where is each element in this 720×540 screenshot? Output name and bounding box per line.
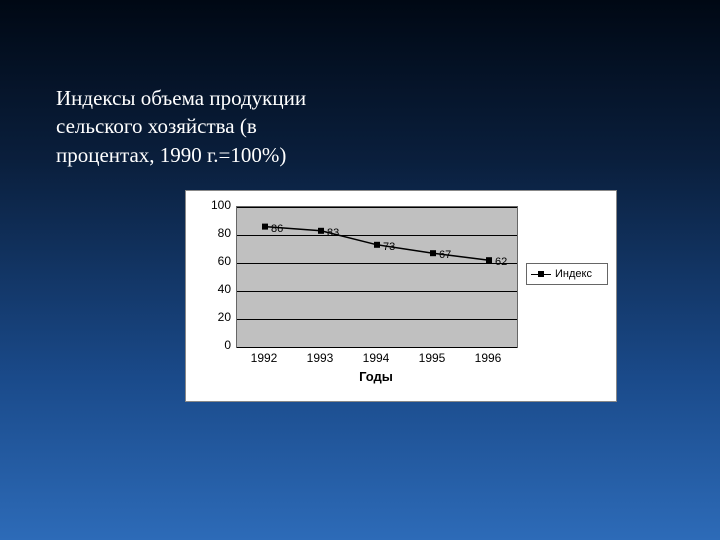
x-tick-label: 1996	[460, 351, 516, 365]
gridline	[237, 235, 517, 236]
chart-panel: 8683736762 Годы Индекс 02040608010019921…	[185, 190, 617, 402]
slide-title: Индексы объема продукции сельского хозяй…	[56, 84, 316, 169]
legend-marker-icon	[538, 271, 544, 277]
gridline	[237, 263, 517, 264]
gridline	[237, 291, 517, 292]
y-tick-label: 80	[191, 226, 231, 240]
data-label: 73	[383, 241, 395, 253]
x-tick-label: 1992	[236, 351, 292, 365]
y-tick-label: 0	[191, 338, 231, 352]
legend-swatch-line	[531, 274, 551, 275]
x-tick-label: 1994	[348, 351, 404, 365]
data-label: 62	[495, 256, 507, 268]
data-label: 67	[439, 249, 451, 261]
plot-area: 86 83 73 67 62	[236, 206, 518, 348]
legend: Индекс	[526, 263, 608, 285]
x-tick-label: 1993	[292, 351, 348, 365]
gridline	[237, 319, 517, 320]
x-tick-label: 1995	[404, 351, 460, 365]
data-label: 86	[271, 223, 283, 235]
data-label: 83	[327, 227, 339, 239]
gridline	[237, 347, 517, 348]
slide: Индексы объема продукции сельского хозяй…	[0, 0, 720, 540]
y-tick-label: 40	[191, 282, 231, 296]
y-tick-label: 100	[191, 198, 231, 212]
gridline	[237, 207, 517, 208]
y-tick-label: 60	[191, 254, 231, 268]
legend-label: Индекс	[555, 268, 592, 280]
y-tick-label: 20	[191, 310, 231, 324]
x-axis-title: Годы	[236, 369, 516, 384]
